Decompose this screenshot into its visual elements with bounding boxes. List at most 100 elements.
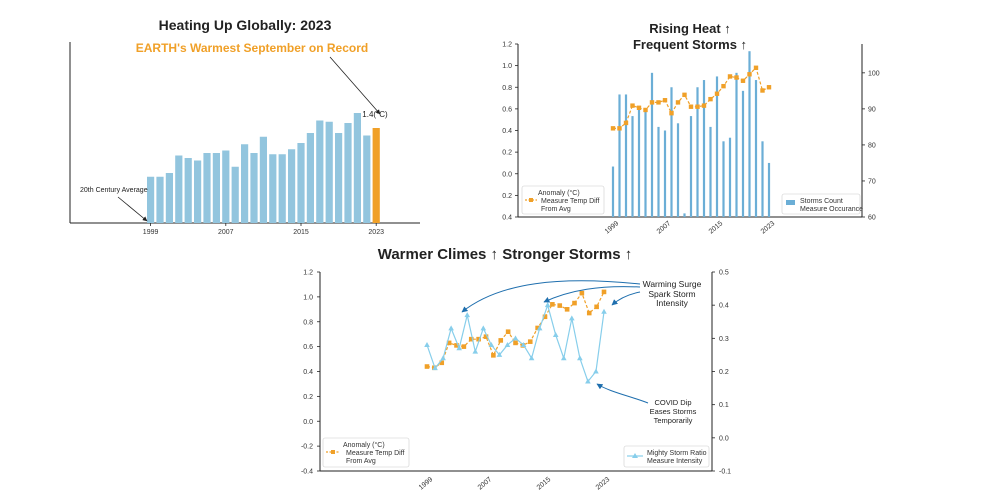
chart2-anomaly-point-2010 (682, 92, 687, 98)
chart2-anomaly-point-2023 (766, 85, 772, 90)
chart3-anomaly-point-2022 (594, 304, 599, 310)
chart2-xtick-2023: 2023 (760, 220, 777, 235)
chart1-bar-2006 (212, 153, 220, 223)
chart2-ytick-left: 1.0 (502, 63, 512, 70)
chart3-ratio-point (440, 355, 446, 361)
chart-warmer-climes: Warmer Climes ↑ Stronger Storms ↑ 1.2 1.0… (301, 246, 731, 492)
chart3-ratio-point (464, 312, 471, 318)
chart1-bar-2000 (156, 176, 164, 223)
chart2-anomaly-point-2009 (675, 100, 681, 105)
chart3-xtick-2023: 2023 (595, 476, 612, 491)
chart2-storm-bar-2019 (741, 90, 745, 217)
chart1-bar-2022 (363, 135, 371, 223)
chart2-title-line1: Rising Heat ↑ (649, 21, 731, 36)
chart3-ytick-left: 0.0 (303, 419, 313, 426)
chart1-bar-2005 (203, 153, 211, 223)
chart2-legend-anomaly-label1: Measure Temp Diff (541, 198, 600, 205)
chart3-ratio-point (512, 335, 519, 341)
chart2-anomaly-point-2005 (649, 100, 655, 105)
chart2-legend-bar-swatch (786, 200, 795, 205)
chart3-surge-label2: Spark Storm (648, 289, 695, 299)
chart3-anomaly-point-2009 (498, 338, 504, 343)
chart2-storm-bar-2022 (761, 141, 764, 217)
chart2-ytick-left: 0.4 (502, 128, 512, 135)
chart3-anomaly-point-2006 (476, 336, 481, 342)
chart3-ytick-left: 0.4 (303, 369, 313, 376)
chart3-anomaly-point-2021 (586, 310, 592, 316)
chart2-storm-bar-2008 (670, 87, 673, 217)
chart-heating-up: Heating Up Globally: 2023 EARTH's Warmes… (69, 17, 420, 236)
chart3-ratio-point (472, 348, 479, 354)
chart3-legend-anomaly-label2: From Avg (346, 458, 376, 465)
chart2-storm-bar-2002 (631, 116, 634, 217)
chart2-anomaly-point-2016 (721, 83, 726, 89)
chart2-anomaly-point-2018 (734, 75, 739, 80)
chart2-anomaly-point-2002 (630, 103, 635, 108)
chart2-ytick-right: 70 (868, 178, 876, 185)
chart3-title: Warmer Climes ↑ Stronger Storms ↑ (378, 246, 633, 263)
chart3-ytick-right: 0.0 (719, 435, 729, 442)
chart1-bar-2019 (335, 133, 343, 223)
chart2-legend-storms-name: Storms Count (800, 198, 843, 205)
chart1-x-ticks: 1999 2007 2015 2023 (143, 223, 384, 236)
chart1-title: Heating Up Globally: 2023 (159, 17, 332, 33)
chart1-xtick-2015: 2015 (293, 229, 309, 236)
chart2-storm-bar-2023 (767, 162, 771, 217)
chart2-legend-storms: Storms Count Measure Occurance (781, 193, 863, 215)
chart1-xtick-1999: 1999 (143, 229, 159, 236)
chart2-storm-bar-2010 (683, 213, 686, 217)
chart1-bar-2012 (269, 154, 277, 223)
chart2-xtick-1999: 1999 (604, 220, 621, 235)
chart3-ytick-right: 0.4 (719, 303, 729, 310)
chart3-ratio-point (528, 355, 535, 361)
chart2-ytick-right: 90 (868, 106, 876, 113)
chart3-anomaly-point-2003 (454, 343, 459, 348)
chart3-ratio-point (424, 341, 430, 347)
chart3-ratio-point (585, 378, 591, 384)
chart3-surge-arrow-3 (611, 291, 641, 306)
chart3-ratio-point (569, 315, 575, 321)
chart3-legend-ratio-label: Measure Intensity (647, 458, 703, 465)
chart1-baseline-label: 20th Century Average (80, 187, 148, 194)
chart2-storm-bar-2014 (709, 126, 712, 217)
chart2-anomaly-point-2022 (760, 88, 765, 93)
chart3-anomaly-point-2014 (535, 325, 540, 331)
chart2-legend-storms-label: Measure Occurance (800, 206, 863, 213)
chart3-ytick-left: -0.2 (301, 444, 313, 451)
chart2-anomaly-point-2013 (701, 103, 707, 108)
chart3-ratio-point (536, 325, 543, 331)
chart2-anomaly-point-2017 (727, 74, 733, 79)
chart1-bar-2008 (231, 166, 239, 223)
chart2-storm-bar-2017 (728, 137, 732, 217)
chart3-legend-triangle-marker (632, 453, 638, 458)
chart3-anomaly-point-2008 (491, 353, 496, 358)
chart3-anomaly-point-1999 (424, 364, 430, 369)
chart3-ratio-point (504, 341, 511, 347)
chart3-anomaly-point-2005 (468, 336, 474, 342)
chart2-storm-bars (611, 51, 771, 218)
chart2-storm-bar-2001 (624, 94, 628, 217)
chart2-storm-bar-2015 (715, 76, 719, 217)
chart2-xtick-2015: 2015 (708, 220, 725, 235)
chart1-bar-1999 (147, 176, 155, 223)
chart2-ytick-left: 0.6 (502, 106, 512, 113)
chart1-bar-2011 (259, 136, 267, 223)
chart2-ytick-left: 0.2 (502, 150, 512, 157)
chart3-anomaly-point-2013 (527, 339, 533, 344)
chart3-anomaly-point-2017 (557, 303, 563, 308)
chart3-ratio-line (424, 302, 607, 384)
chart3-anomaly-point-2015 (542, 314, 548, 320)
chart3-ytick-left: 1.0 (303, 294, 313, 301)
chart3-legend-square-marker (331, 450, 335, 454)
chart3-ytick-right: 0.1 (719, 402, 729, 409)
chart2-ytick-left: 0.2 (502, 193, 512, 200)
chart1-bar-2013 (278, 154, 286, 223)
chart3-ratio-point (448, 325, 454, 331)
chart3-covid-arrow (596, 383, 649, 404)
chart3-anomaly-point-2016 (550, 302, 555, 307)
chart3-covid-label3: Temporarily (654, 416, 693, 425)
chart2-legend-anomaly-name: Anomaly (°C) (538, 189, 580, 197)
chart3-anomaly-point-2002 (446, 340, 452, 346)
chart1-subtitle: EARTH's Warmest September on Record (136, 41, 368, 55)
chart2-legend-anomaly-label2: From Avg (541, 206, 571, 213)
